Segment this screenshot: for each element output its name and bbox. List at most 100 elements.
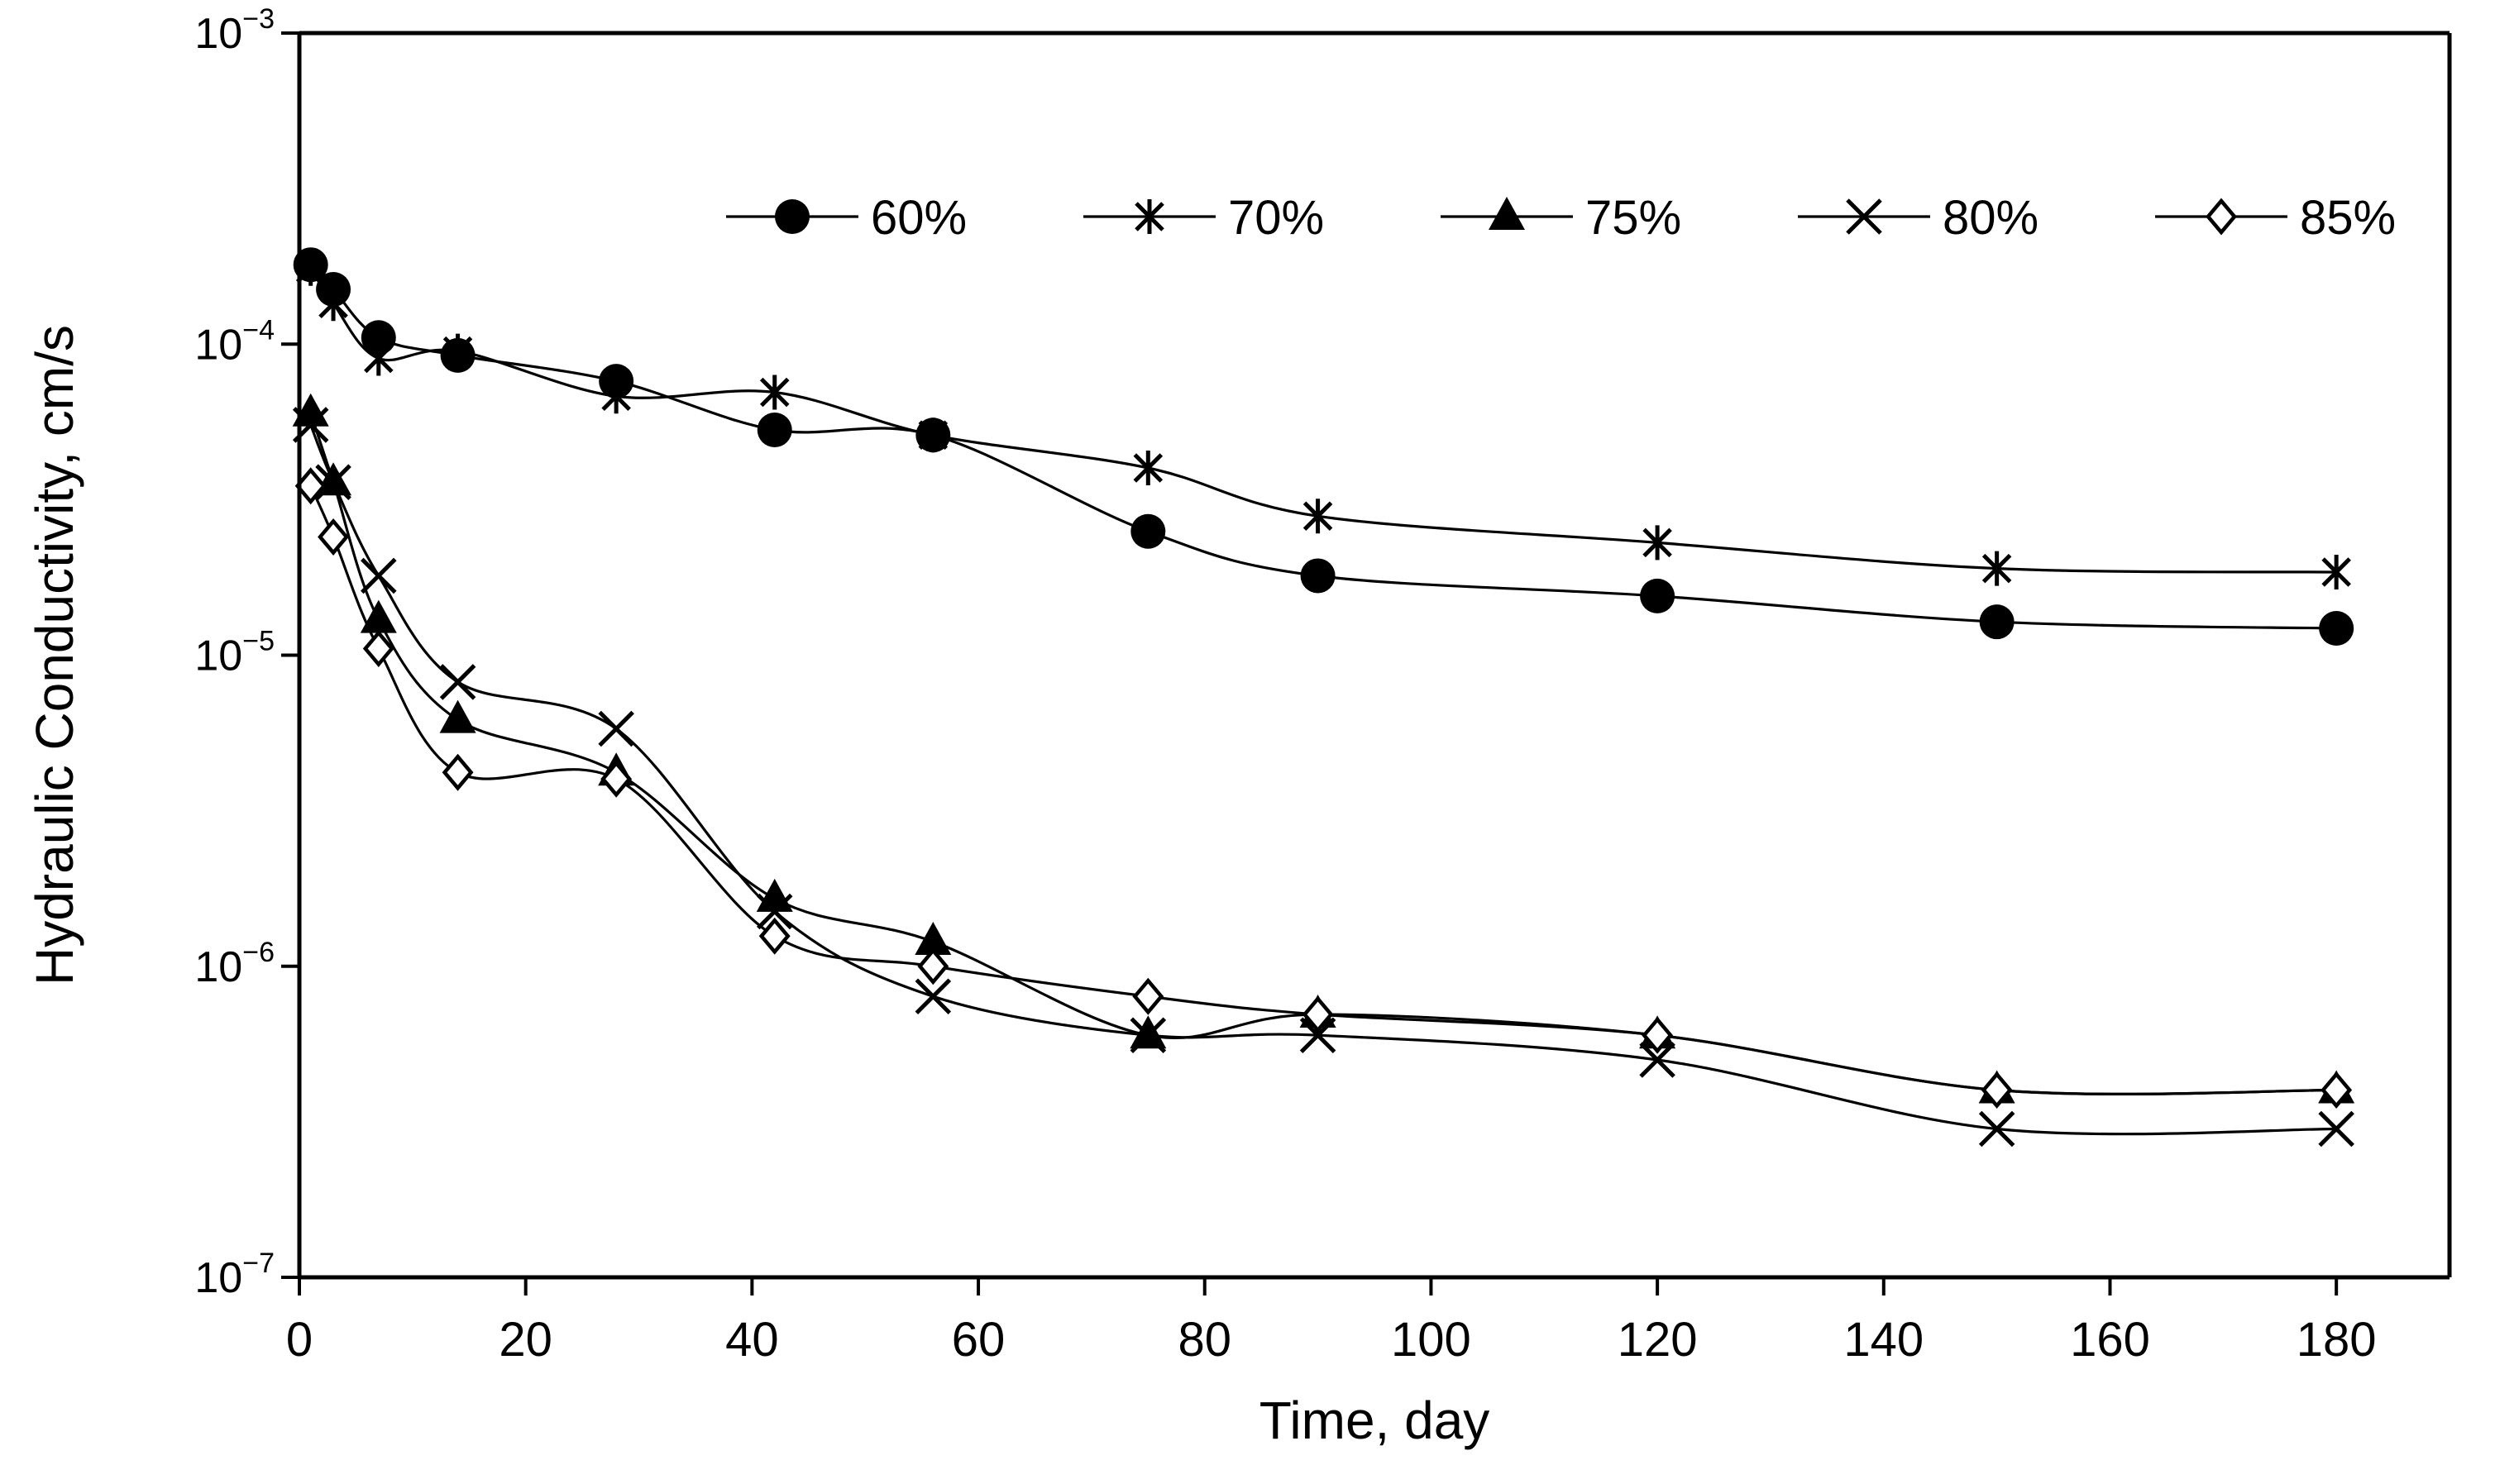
y-axis-ticks: 10−710−610−510−410−3 bbox=[194, 3, 299, 1302]
y-axis-title: Hydraulic Conductivity, cm/s bbox=[25, 325, 84, 985]
data-point-75pct bbox=[915, 921, 952, 955]
legend-marker-85pct bbox=[2206, 198, 2237, 236]
x-tick-label: 100 bbox=[1391, 1313, 1471, 1367]
data-point-75pct bbox=[360, 599, 397, 633]
y-tick-label: 10−4 bbox=[194, 314, 275, 369]
y-tick-label: 10−3 bbox=[194, 3, 275, 58]
data-point-70pct bbox=[295, 251, 326, 286]
data-point-60pct bbox=[1300, 558, 1336, 594]
x-tick-label: 40 bbox=[725, 1313, 779, 1367]
y-tick-label-exponent: −7 bbox=[242, 1248, 275, 1279]
y-tick-label: 10−7 bbox=[194, 1248, 275, 1302]
y-tick-label-base: 10 bbox=[194, 943, 242, 991]
data-point-85pct bbox=[1302, 995, 1334, 1033]
data-point-85pct bbox=[318, 518, 349, 556]
data-point-60pct bbox=[1640, 578, 1675, 613]
data-point-70pct bbox=[601, 379, 631, 414]
data-point-80pct bbox=[756, 893, 793, 930]
legend-item-70pct: 70% bbox=[1083, 191, 1324, 245]
data-point-85pct bbox=[600, 760, 633, 798]
x-tick-label: 0 bbox=[286, 1313, 313, 1367]
legend-label-60pct: 60% bbox=[871, 191, 967, 245]
data-point-85pct bbox=[1132, 977, 1164, 1015]
data-point-80pct bbox=[1639, 1042, 1675, 1078]
series-points-70pct bbox=[295, 251, 2351, 589]
x-axis-ticks: 0 20 40 60 80 100 120 140 160 180 bbox=[286, 1277, 2377, 1367]
axes bbox=[297, 31, 2452, 1280]
series-markers bbox=[292, 247, 2355, 1148]
x-tick-label: 140 bbox=[1843, 1313, 1924, 1367]
data-point-70pct bbox=[442, 333, 473, 369]
data-point-70pct bbox=[1302, 499, 1333, 534]
data-point-60pct bbox=[1130, 513, 1166, 549]
y-tick-label: 10−5 bbox=[194, 626, 275, 680]
series-line-70pct bbox=[309, 267, 2337, 574]
data-point-85pct bbox=[917, 947, 949, 985]
series-line-75pct bbox=[309, 413, 2337, 1095]
data-point-60pct bbox=[361, 320, 396, 355]
data-point-85pct bbox=[362, 630, 394, 668]
data-point-80pct bbox=[1299, 1017, 1336, 1053]
data-point-70pct bbox=[918, 418, 949, 453]
series-line-80pct bbox=[309, 424, 2337, 1136]
data-point-75pct bbox=[439, 699, 476, 733]
legend-item-80pct: 80% bbox=[1798, 191, 2039, 245]
data-point-85pct bbox=[758, 917, 791, 955]
data-point-70pct bbox=[1981, 551, 2012, 586]
legend-marker-75pct bbox=[1489, 197, 1525, 230]
data-point-80pct bbox=[315, 464, 351, 500]
data-point-70pct bbox=[318, 286, 348, 322]
y-tick-label-base: 10 bbox=[194, 10, 242, 58]
data-point-85pct bbox=[442, 753, 474, 791]
y-tick-label-base: 10 bbox=[194, 632, 242, 680]
series-lines bbox=[309, 264, 2337, 1136]
legend-item-60pct: 60% bbox=[726, 191, 967, 245]
legend-item-75pct: 75% bbox=[1441, 191, 1681, 245]
legend-label-85pct: 85% bbox=[2300, 191, 2396, 245]
y-tick-label-exponent: −5 bbox=[242, 626, 275, 657]
data-point-80pct bbox=[598, 710, 634, 747]
data-point-85pct bbox=[294, 467, 327, 505]
x-tick-label: 180 bbox=[2297, 1313, 2377, 1367]
data-point-70pct bbox=[1133, 450, 1164, 485]
legend-item-85pct: 85% bbox=[2155, 191, 2396, 245]
x-tick-label: 60 bbox=[952, 1313, 1006, 1367]
series-line-85pct bbox=[309, 485, 2337, 1095]
series-points-60pct bbox=[293, 247, 2354, 647]
series-points-75pct bbox=[292, 393, 2355, 1104]
legend-label-75pct: 75% bbox=[1585, 191, 1681, 245]
legend-marker-60pct bbox=[775, 199, 810, 234]
data-point-85pct bbox=[2321, 1071, 2353, 1109]
y-tick-label-exponent: −6 bbox=[242, 937, 275, 968]
data-point-70pct bbox=[2321, 554, 2351, 589]
x-tick-label: 120 bbox=[1618, 1313, 1698, 1367]
data-point-75pct bbox=[1130, 1015, 1167, 1049]
y-tick-label-base: 10 bbox=[194, 321, 242, 369]
data-point-85pct bbox=[1981, 1071, 2013, 1109]
legend-marker-70pct bbox=[1135, 199, 1164, 234]
y-tick-label-base: 10 bbox=[194, 1254, 242, 1302]
data-point-80pct bbox=[1130, 1017, 1167, 1053]
data-point-60pct bbox=[1979, 604, 2015, 640]
legend: 60% 70% 75% 80% 85% bbox=[726, 191, 2396, 245]
data-point-75pct bbox=[756, 878, 793, 912]
data-point-80pct bbox=[1978, 1110, 2015, 1148]
legend-label-70pct: 70% bbox=[1228, 191, 1324, 245]
data-point-80pct bbox=[361, 557, 397, 594]
y-tick-label: 10−6 bbox=[194, 937, 275, 991]
x-tick-label: 160 bbox=[2070, 1313, 2150, 1367]
data-point-60pct bbox=[2319, 611, 2354, 647]
data-point-70pct bbox=[364, 341, 394, 376]
data-point-85pct bbox=[1642, 1016, 1674, 1054]
data-point-70pct bbox=[759, 375, 790, 410]
series-points-80pct bbox=[292, 407, 2354, 1148]
legend-marker-80pct bbox=[1846, 198, 1882, 235]
data-point-70pct bbox=[1642, 525, 1672, 561]
y-tick-label-exponent: −4 bbox=[242, 314, 275, 346]
x-tick-label: 80 bbox=[1178, 1313, 1231, 1367]
legend-label-80pct: 80% bbox=[1943, 191, 2039, 245]
series-points-85pct bbox=[294, 467, 2353, 1109]
data-point-60pct bbox=[757, 412, 792, 447]
